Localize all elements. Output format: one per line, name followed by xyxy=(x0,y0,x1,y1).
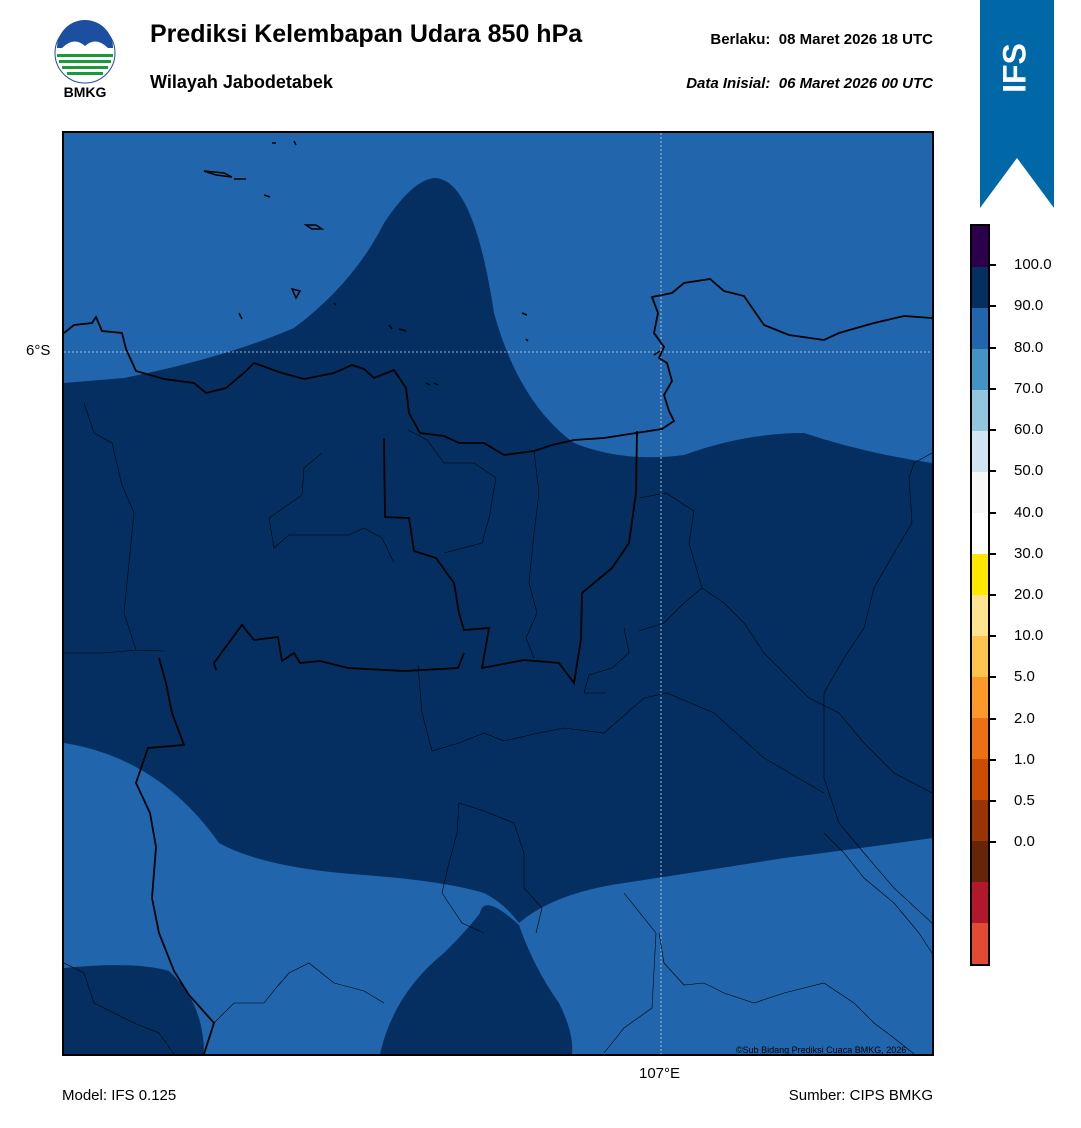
colorbar-tick xyxy=(988,346,996,349)
colorbar-tick xyxy=(988,552,996,555)
band-90-100-lower-left xyxy=(64,965,204,1054)
colorbar-tick xyxy=(988,470,996,473)
colorbar-tick xyxy=(988,429,996,432)
latitude-label: 6°S xyxy=(26,342,51,359)
colorbar-tick xyxy=(988,387,996,390)
colorbar-tick xyxy=(988,841,996,844)
colorbar-tick xyxy=(988,635,996,638)
valid-value: 08 Maret 2026 18 UTC xyxy=(778,31,933,48)
colorbar-label: 50.0 xyxy=(1014,462,1044,480)
colorbar-segment xyxy=(972,800,988,841)
colorbar-segment xyxy=(972,759,988,800)
colorbar-label: 30.0 xyxy=(1014,544,1044,562)
colorbar-label: 20.0 xyxy=(1014,586,1044,603)
init-label: Data Inisial: xyxy=(686,75,771,92)
longitude-label: 107°E xyxy=(639,1065,681,1082)
band-90-100 xyxy=(64,178,932,923)
colorbar-label: 40.0 xyxy=(1014,503,1044,521)
colorbar-segment xyxy=(972,554,988,595)
colorbar-tick xyxy=(988,305,996,308)
colorbar-label: 100.0 xyxy=(1014,256,1052,274)
colorbar-tick xyxy=(988,758,996,761)
colorbar-segment xyxy=(972,349,988,390)
model-ribbon: IFS xyxy=(980,0,1054,210)
source-footer: Sumber: CIPS BMKG xyxy=(788,1087,933,1104)
colorbar-tick xyxy=(988,676,996,679)
colorbar-label: 90.0 xyxy=(1014,297,1044,315)
map-canvas xyxy=(64,133,932,1054)
bmkg-logo xyxy=(52,20,118,102)
colorbar-segment xyxy=(972,882,988,923)
valid-time: Berlaku: 08 Maret 2026 18 UTC xyxy=(710,31,933,48)
model-footer: Model: IFS 0.125 xyxy=(62,1087,177,1104)
colorbar-segment xyxy=(972,308,988,349)
copyright-credit: ©Sub Bidang Prediksi Cuaca BMKG, 2026 xyxy=(736,1045,907,1055)
colorbar-segment xyxy=(972,431,988,472)
province-border xyxy=(383,430,638,686)
colorbar-segment xyxy=(972,226,988,267)
colorbar-segment xyxy=(972,718,988,759)
colorbar xyxy=(970,224,990,966)
banten-border xyxy=(135,657,216,1054)
colorbar-tick xyxy=(988,594,996,596)
province-border-south xyxy=(213,623,465,672)
thousand-islands xyxy=(203,140,661,386)
colorbar-segment xyxy=(972,923,988,964)
colorbar-label: 80.0 xyxy=(1014,338,1044,356)
colorbar-segment xyxy=(972,677,988,718)
colorbar-segment xyxy=(972,390,988,431)
colorbar-label: 10.0 xyxy=(1014,627,1044,645)
colorbar-segment xyxy=(972,636,988,677)
model-badge: IFS xyxy=(996,43,1032,93)
colorbar-label: 2.0 xyxy=(1014,709,1035,727)
java-coastline xyxy=(64,278,932,456)
valid-label: Berlaku: xyxy=(710,31,771,48)
regency-borders xyxy=(64,402,932,1054)
init-time: Data Inisial: 06 Maret 2026 00 UTC xyxy=(686,75,933,92)
logo-text: BMKG xyxy=(63,84,107,100)
colorbar-tick xyxy=(988,264,996,267)
colorbar-tick xyxy=(988,717,996,720)
colorbar-label: 1.0 xyxy=(1014,750,1035,768)
colorbar-label: 70.0 xyxy=(1014,379,1044,397)
colorbar-segment xyxy=(972,472,988,513)
page-title: Prediksi Kelembapan Udara 850 hPa xyxy=(150,20,583,48)
colorbar-label: 0.5 xyxy=(1014,792,1035,810)
colorbar-segment xyxy=(972,841,988,882)
colorbar-segment xyxy=(972,267,988,308)
colorbar-segment xyxy=(972,513,988,554)
band-90-100-lower-center xyxy=(380,905,573,1054)
colorbar-segment xyxy=(972,595,988,636)
colorbar-label: 60.0 xyxy=(1014,421,1044,439)
colorbar-tick xyxy=(988,511,996,514)
colorbar-tick xyxy=(988,800,996,803)
colorbar-label: 5.0 xyxy=(1014,668,1035,686)
colorbar-label: 0.0 xyxy=(1014,833,1035,851)
init-value: 06 Maret 2026 00 UTC xyxy=(778,75,933,92)
region-subtitle: Wilayah Jabodetabek xyxy=(150,72,333,92)
humidity-map xyxy=(62,131,934,1056)
